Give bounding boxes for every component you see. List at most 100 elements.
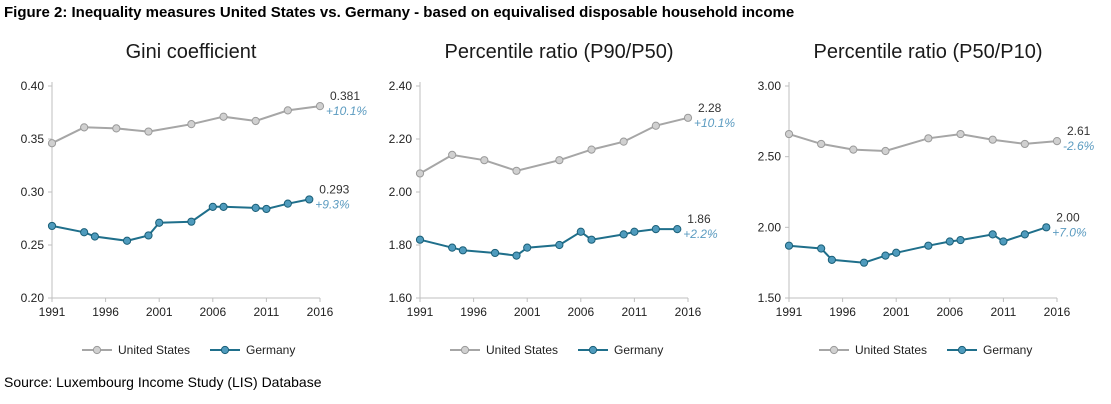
us-data-point [512, 166, 521, 175]
us-data-point [555, 156, 564, 165]
germany-data-point [458, 246, 467, 255]
panel-title: Percentile ratio (P50/P10) [813, 41, 1042, 63]
us-data-point [1020, 139, 1029, 149]
x-tick-label: 2011 [253, 305, 279, 319]
us-data-point [784, 129, 794, 139]
germany-data-point [892, 248, 901, 257]
us-data-point [817, 139, 826, 149]
germany-data-point [155, 218, 164, 227]
x-tick-label: 1991 [407, 305, 434, 319]
us-data-point [1052, 137, 1062, 146]
germany-data-point [555, 240, 564, 250]
germany-data-point [576, 227, 585, 236]
us-series-line [419, 116, 689, 175]
germany-data-point [448, 243, 457, 252]
y-tick-label: 0.30 [21, 185, 45, 199]
end-value-label: 2.00 [1056, 210, 1080, 224]
end-value-label: 0.381 [330, 89, 360, 103]
y-tick-label: 2.00 [389, 185, 413, 199]
us-data-point [619, 137, 628, 146]
x-tick-label: 2006 [567, 305, 594, 319]
germany-data-point [512, 251, 521, 260]
germany-data-point [619, 230, 628, 239]
end-value-label: 2.61 [1067, 124, 1091, 138]
germany-data-point [784, 241, 794, 250]
legend-germany-label: Germany [983, 343, 1032, 357]
us-data-point [47, 139, 57, 148]
chart-svg-p90-p50: Percentile ratio (P90/P50) 1.60 1.80 2.00 2.… [389, 41, 736, 357]
germany-data-point [490, 248, 500, 258]
x-tick-label: 1991 [776, 305, 803, 319]
us-data-point [988, 135, 997, 144]
us-data-point [587, 145, 596, 154]
y-tick-label: 3.00 [758, 79, 782, 93]
germany-data-point [415, 235, 425, 244]
x-tick-label: 2001 [883, 305, 910, 319]
germany-data-point [208, 202, 217, 211]
germany-data-point [881, 251, 890, 260]
legend-us-marker [460, 345, 470, 355]
germany-data-point [305, 195, 314, 204]
germany-data-point [827, 255, 836, 264]
change-label: +2.2% [683, 227, 718, 241]
y-tick-label: 2.40 [389, 79, 413, 93]
germany-data-point [187, 217, 196, 226]
germany-data-point [651, 225, 660, 234]
germany-data-point [1020, 230, 1029, 239]
us-data-point [219, 112, 228, 121]
end-value-label: 1.86 [687, 212, 711, 226]
germany-series-line [419, 228, 678, 257]
panel-title: Percentile ratio (P90/P50) [444, 41, 673, 63]
change-label: +7.0% [1052, 225, 1087, 239]
germany-data-point [283, 199, 292, 208]
x-tick-label: 1996 [460, 305, 487, 319]
us-data-point [251, 116, 260, 126]
x-tick-label: 2001 [514, 305, 541, 319]
us-series-line [51, 105, 321, 145]
us-data-point [849, 145, 858, 154]
x-tick-label: 2001 [146, 305, 173, 319]
germany-data-point [999, 237, 1008, 246]
us-data-point [924, 134, 933, 143]
legend-us-label: United States [118, 343, 190, 357]
figure-title: Figure 2: Inequality measures United Sta… [4, 4, 795, 21]
germany-data-point [587, 235, 596, 244]
germany-series-line [788, 226, 1047, 264]
legend-germany-label: Germany [246, 343, 295, 357]
y-tick-label: 1.60 [389, 291, 413, 305]
y-tick-label: 0.25 [21, 238, 45, 252]
source-note: Source: Luxembourg Income Study (LIS) Da… [4, 374, 322, 390]
us-data-point [283, 106, 292, 115]
y-tick-label: 2.00 [758, 220, 782, 234]
x-tick-label: 1996 [829, 305, 856, 319]
germany-data-point [90, 232, 99, 241]
x-tick-label: 1991 [39, 305, 66, 319]
chart-panel-p90-p50: Percentile ratio (P90/P50) 1.60 1.80 2.00 2.… [368, 28, 738, 368]
x-tick-label: 2011 [990, 305, 1016, 319]
end-value-label: 0.293 [319, 182, 349, 196]
x-tick-label: 2016 [1044, 305, 1071, 319]
x-tick-label: 2006 [199, 305, 226, 319]
germany-data-point [956, 235, 965, 245]
germany-data-point [988, 230, 997, 239]
chart-panel-gini: Gini coefficient 0.20 0.25 0.30 0.35 0.40 1991… [0, 28, 370, 368]
y-tick-label: 1.80 [389, 238, 413, 252]
x-tick-label: 2011 [621, 305, 647, 319]
germany-data-point [144, 231, 153, 240]
us-data-point [448, 150, 457, 160]
us-data-point [881, 146, 890, 156]
germany-data-point [523, 243, 532, 252]
x-tick-label: 2006 [936, 305, 963, 319]
change-label: +9.3% [315, 197, 350, 211]
panel-title: Gini coefficient [126, 41, 257, 63]
legend-germany-marker [957, 345, 967, 355]
y-tick-label: 2.20 [389, 132, 413, 146]
legend-us-label: United States [855, 343, 927, 357]
change-label: -2.6% [1063, 139, 1095, 153]
germany-data-point [262, 204, 271, 214]
us-data-point [683, 113, 693, 122]
y-tick-label: 2.50 [758, 150, 782, 164]
legend-us-marker [829, 345, 839, 355]
chart-svg-gini: Gini coefficient 0.20 0.25 0.30 0.35 0.40 1991… [21, 41, 368, 357]
germany-data-point [1042, 223, 1051, 232]
